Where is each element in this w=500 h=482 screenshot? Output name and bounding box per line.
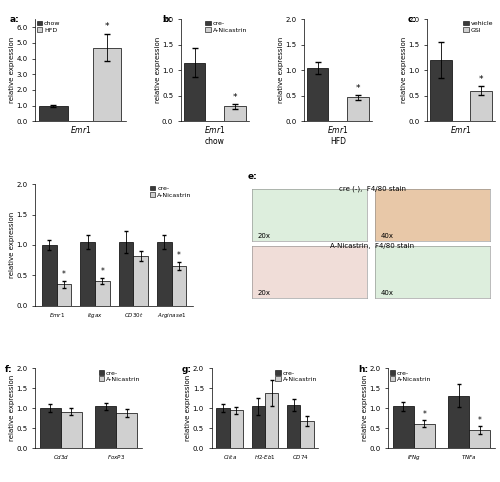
Text: *: *: [177, 251, 180, 259]
Text: 40x: 40x: [380, 290, 394, 296]
Bar: [430, 60, 452, 121]
Text: cre (-),  F4/80 stain: cre (-), F4/80 stain: [339, 186, 406, 192]
Legend: cre-, A-Nicastrin: cre-, A-Nicastrin: [204, 20, 248, 33]
Text: *: *: [100, 267, 104, 276]
Legend: vehicle, GSI: vehicle, GSI: [463, 20, 494, 33]
Bar: [230, 410, 243, 448]
Y-axis label: relative expression: relative expression: [8, 37, 14, 104]
Bar: [469, 430, 490, 448]
Bar: [56, 284, 72, 306]
Bar: [393, 406, 414, 448]
Y-axis label: relative expression: relative expression: [8, 375, 14, 442]
Text: *: *: [62, 270, 66, 279]
Bar: [61, 412, 82, 448]
Text: 40x: 40x: [380, 233, 394, 239]
Legend: cre-, A-Nicastrin: cre-, A-Nicastrin: [98, 369, 141, 383]
Bar: [448, 396, 469, 448]
Bar: [287, 405, 300, 448]
Bar: [184, 63, 206, 121]
Bar: [265, 393, 278, 448]
Bar: [252, 406, 265, 448]
Bar: [224, 106, 246, 121]
Y-axis label: relative expression: relative expression: [185, 375, 191, 442]
Text: f:: f:: [5, 365, 12, 375]
Text: *: *: [478, 416, 482, 425]
X-axis label: $Emr1$
chow: $Emr1$ chow: [204, 124, 226, 146]
Y-axis label: relative expression: relative expression: [401, 37, 407, 104]
Bar: [39, 106, 68, 121]
Text: c:: c:: [408, 15, 417, 24]
Text: *: *: [356, 84, 360, 93]
Bar: [95, 406, 116, 448]
Y-axis label: relative expression: relative expression: [362, 375, 368, 442]
Bar: [157, 242, 172, 306]
Bar: [80, 242, 95, 306]
Legend: cre-, A-Nicastrin: cre-, A-Nicastrin: [274, 369, 318, 383]
Bar: [348, 97, 369, 121]
Text: *: *: [105, 22, 110, 31]
Bar: [133, 256, 148, 306]
Bar: [307, 68, 328, 121]
X-axis label: $Emr1$
HFD: $Emr1$ HFD: [327, 124, 348, 146]
Text: A-Nicastrin,  F4/80 stain: A-Nicastrin, F4/80 stain: [330, 243, 414, 249]
X-axis label: $Emr1$: $Emr1$: [70, 124, 91, 135]
Y-axis label: relative expression: relative expression: [154, 37, 160, 104]
Text: g:: g:: [182, 365, 192, 375]
Legend: cre-, A-Nicastrin: cre-, A-Nicastrin: [149, 185, 192, 198]
Bar: [40, 408, 61, 448]
Text: h:: h:: [358, 365, 368, 375]
Legend: cre-, A-Nicastrin: cre-, A-Nicastrin: [389, 369, 432, 383]
Text: b:: b:: [162, 15, 172, 24]
Bar: [172, 266, 186, 306]
Bar: [300, 421, 314, 448]
Text: a:: a:: [10, 15, 20, 24]
Text: *: *: [422, 410, 426, 419]
Text: *: *: [479, 75, 484, 84]
Text: e:: e:: [247, 172, 257, 180]
Text: 20x: 20x: [258, 290, 271, 296]
Bar: [42, 245, 56, 306]
X-axis label: $Emr1$: $Emr1$: [450, 124, 472, 135]
Bar: [470, 91, 492, 121]
Bar: [93, 48, 122, 121]
Bar: [116, 413, 137, 448]
Bar: [414, 424, 435, 448]
Bar: [95, 281, 110, 306]
Text: *: *: [232, 93, 237, 102]
Bar: [118, 242, 133, 306]
Legend: chow, HFD: chow, HFD: [36, 20, 61, 33]
Y-axis label: relative expression: relative expression: [278, 37, 283, 104]
Text: 20x: 20x: [258, 233, 271, 239]
Y-axis label: relative expression: relative expression: [8, 212, 14, 278]
Bar: [216, 408, 230, 448]
